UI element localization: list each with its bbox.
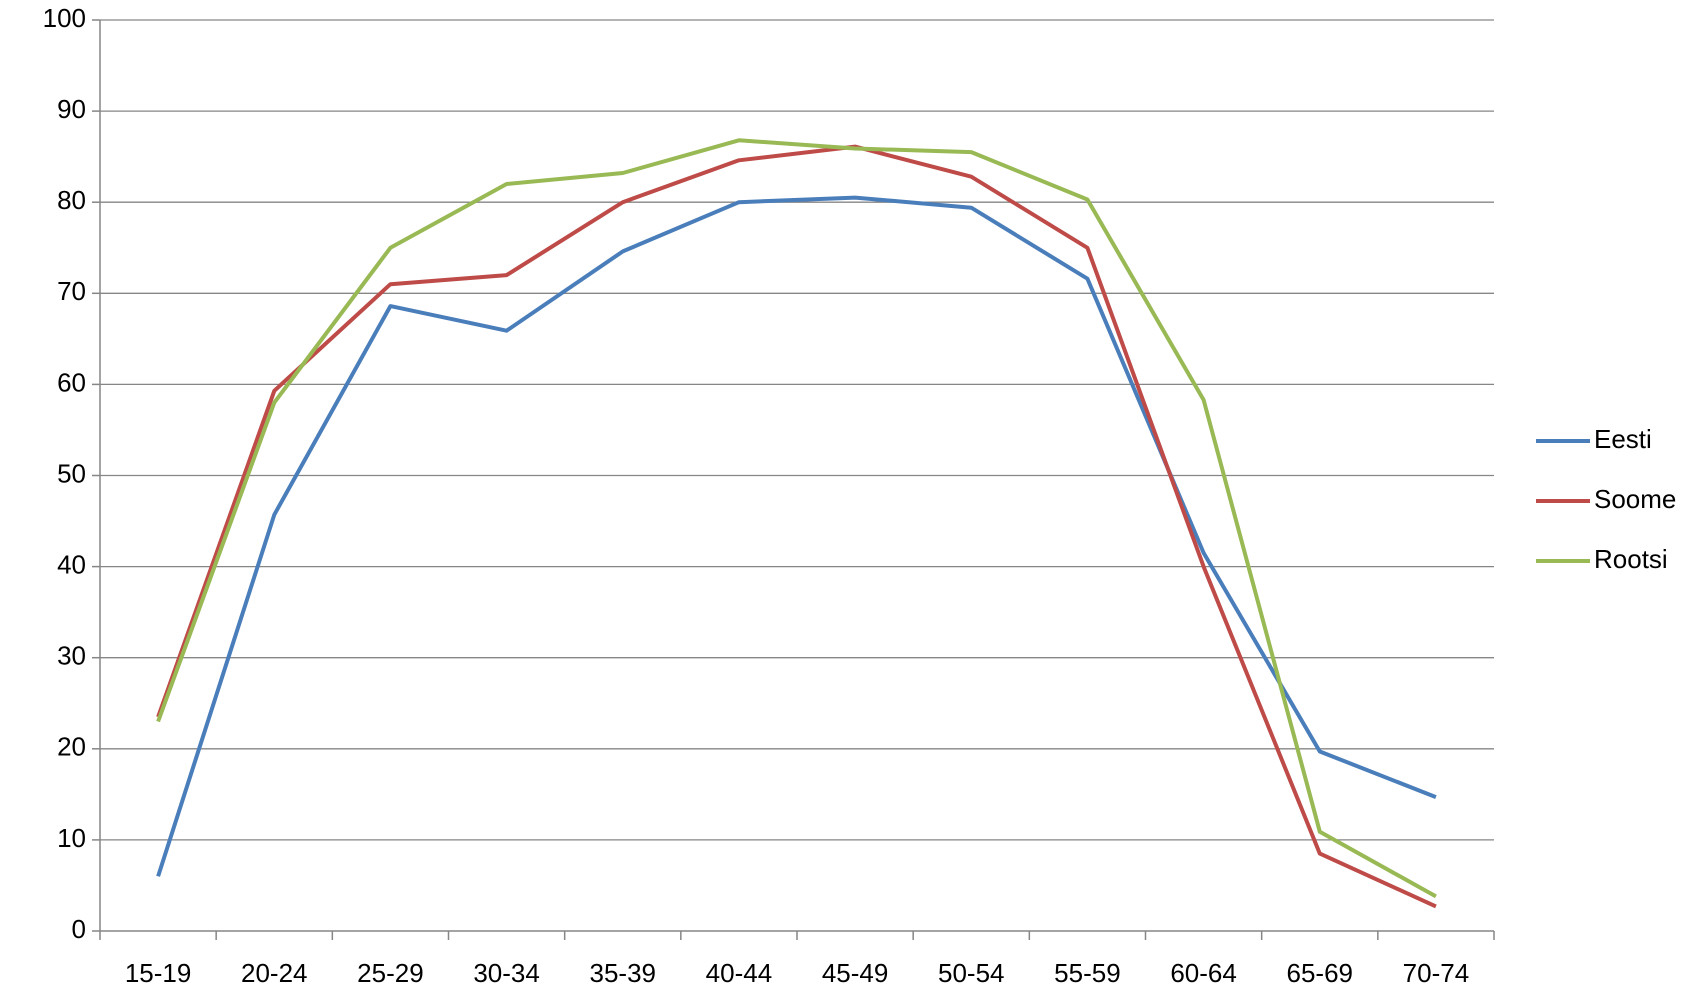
y-tick-label: 30 [57, 641, 86, 671]
y-tick-label: 60 [57, 367, 86, 397]
x-tick-label: 70-74 [1403, 958, 1470, 988]
y-tick-label: 100 [43, 3, 86, 33]
y-tick-label: 40 [57, 549, 86, 579]
legend-label: Eesti [1594, 424, 1652, 454]
series-line [156, 144, 1437, 909]
y-tick-label: 50 [57, 458, 86, 488]
x-tick-label: 40-44 [706, 958, 773, 988]
y-tick-label: 0 [72, 914, 86, 944]
x-tick-label: 45-49 [822, 958, 889, 988]
y-tick-label: 20 [57, 732, 86, 762]
x-tick-label: 35-39 [590, 958, 657, 988]
legend-label: Soome [1594, 484, 1676, 514]
x-tick-label: 60-64 [1170, 958, 1237, 988]
x-tick-label: 55-59 [1054, 958, 1121, 988]
x-tick-label: 65-69 [1287, 958, 1354, 988]
x-tick-label: 20-24 [241, 958, 308, 988]
y-tick-label: 80 [57, 185, 86, 215]
y-tick-label: 90 [57, 94, 86, 124]
series-line [156, 195, 1437, 877]
legend-label: Rootsi [1594, 544, 1668, 574]
x-tick-label: 15-19 [125, 958, 192, 988]
x-tick-label: 30-34 [473, 958, 540, 988]
series-line [156, 138, 1437, 899]
y-tick-label: 10 [57, 823, 86, 853]
x-tick-label: 50-54 [938, 958, 1005, 988]
x-tick-label: 25-29 [357, 958, 424, 988]
y-tick-label: 70 [57, 276, 86, 306]
